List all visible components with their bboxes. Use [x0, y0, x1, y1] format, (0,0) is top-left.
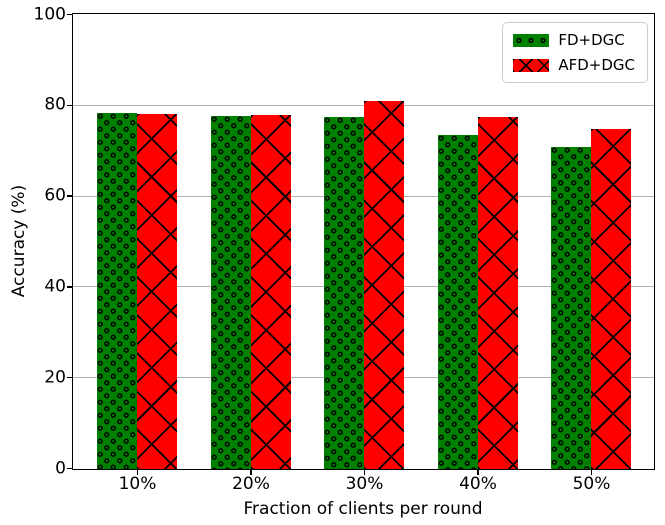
- bar-afd-dgc-30%: [364, 101, 404, 469]
- xtick-label-30%: 30%: [345, 474, 384, 494]
- ytick-mark-100: [67, 13, 72, 16]
- x-axis-label: Fraction of clients per round: [243, 499, 483, 519]
- xtick-mark-10%: [136, 470, 139, 475]
- xtick-label-40%: 40%: [459, 474, 497, 494]
- bar-afd-dgc-50%: [591, 128, 631, 469]
- plot-area: FD+DGC AFD+DGC: [72, 13, 655, 470]
- legend-label-fd: FD+DGC: [558, 31, 625, 49]
- legend-item-afd: AFD+DGC: [513, 56, 635, 74]
- y-axis-label: Accuracy (%): [9, 184, 29, 298]
- gridline-80: [73, 104, 654, 106]
- ytick-mark-40: [67, 286, 72, 288]
- xtick-mark-20%: [250, 470, 252, 475]
- bar-fd-dgc-40%: [437, 134, 478, 469]
- ytick-mark-80: [67, 104, 72, 107]
- bar-fd-dgc-50%: [551, 146, 591, 469]
- legend: FD+DGC AFD+DGC: [502, 22, 648, 83]
- xtick-label-50%: 50%: [572, 474, 611, 494]
- ytick-label-40: 40: [44, 276, 66, 297]
- ytick-mark-60: [67, 195, 72, 197]
- ytick-label-100: 100: [33, 4, 66, 24]
- bar-afd-dgc-40%: [477, 116, 518, 469]
- ytick-mark-0: [67, 467, 72, 470]
- xtick-label-10%: 10%: [118, 474, 157, 494]
- ytick-label-0: 0: [55, 458, 66, 478]
- legend-swatch-fd-dots-icon: [513, 33, 550, 47]
- ytick-mark-20: [67, 376, 72, 379]
- xtick-mark-40%: [477, 470, 479, 475]
- bar-fd-dgc-10%: [97, 113, 137, 469]
- xtick-mark-50%: [590, 470, 593, 475]
- xtick-mark-30%: [363, 470, 366, 475]
- bar-afd-dgc-10%: [137, 113, 177, 469]
- legend-label-afd: AFD+DGC: [558, 56, 635, 74]
- legend-swatch-afd-cross-icon: [513, 58, 550, 72]
- xtick-label-20%: 20%: [232, 474, 270, 494]
- ytick-label-20: 20: [44, 367, 66, 388]
- bar-fd-dgc-30%: [324, 117, 364, 469]
- ytick-label-80: 80: [44, 94, 66, 115]
- bar-afd-dgc-20%: [250, 115, 291, 469]
- bar-fd-dgc-20%: [210, 115, 251, 469]
- ytick-label-60: 60: [44, 185, 66, 206]
- legend-item-fd: FD+DGC: [513, 31, 635, 49]
